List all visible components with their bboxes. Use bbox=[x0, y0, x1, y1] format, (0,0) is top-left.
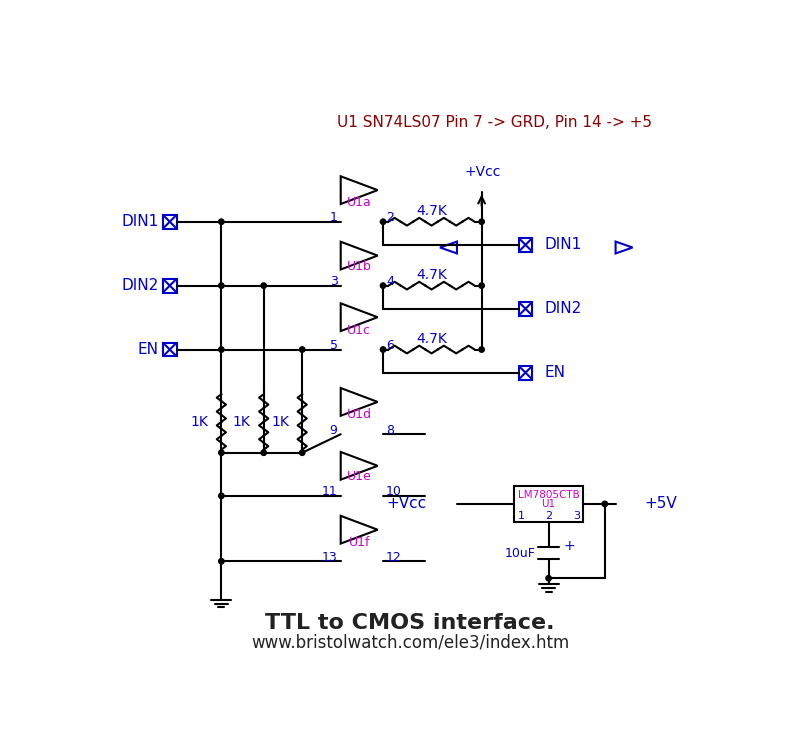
Circle shape bbox=[380, 347, 386, 352]
Text: U1 SN74LS07 Pin 7 -> GRD, Pin 14 -> +5: U1 SN74LS07 Pin 7 -> GRD, Pin 14 -> +5 bbox=[337, 115, 652, 130]
Circle shape bbox=[218, 450, 224, 455]
Text: 2: 2 bbox=[386, 211, 394, 225]
Circle shape bbox=[218, 219, 224, 225]
Text: U1f: U1f bbox=[349, 536, 370, 548]
Text: EN: EN bbox=[138, 342, 159, 357]
Bar bbox=[518, 238, 533, 251]
Text: 3: 3 bbox=[573, 511, 580, 521]
Text: 3: 3 bbox=[330, 275, 338, 288]
Text: TTL to CMOS interface.: TTL to CMOS interface. bbox=[266, 613, 554, 633]
Text: 5: 5 bbox=[330, 339, 338, 352]
Text: +Vcc: +Vcc bbox=[464, 165, 501, 179]
Bar bbox=[518, 366, 533, 379]
Text: 1: 1 bbox=[330, 211, 338, 225]
Text: +Vcc: +Vcc bbox=[387, 496, 427, 511]
Text: 1K: 1K bbox=[233, 415, 250, 429]
Circle shape bbox=[602, 501, 607, 507]
Text: 2: 2 bbox=[545, 511, 552, 521]
Circle shape bbox=[479, 219, 484, 225]
Text: +5V: +5V bbox=[645, 496, 678, 511]
Text: 1: 1 bbox=[518, 511, 524, 521]
Text: 4.7K: 4.7K bbox=[416, 332, 447, 346]
Text: DIN2: DIN2 bbox=[545, 301, 582, 316]
Circle shape bbox=[261, 450, 266, 455]
Text: 1K: 1K bbox=[271, 415, 289, 429]
Text: EN: EN bbox=[545, 365, 566, 380]
Circle shape bbox=[299, 347, 305, 352]
Bar bbox=[514, 486, 583, 522]
Bar bbox=[518, 302, 533, 315]
Circle shape bbox=[546, 576, 551, 581]
Text: LM7805CTB: LM7805CTB bbox=[518, 490, 579, 500]
Circle shape bbox=[261, 283, 266, 289]
Circle shape bbox=[218, 493, 224, 498]
Text: 10: 10 bbox=[386, 486, 402, 498]
Text: www.bristolwatch.com/ele3/index.htm: www.bristolwatch.com/ele3/index.htm bbox=[251, 633, 569, 651]
Text: U1d: U1d bbox=[346, 408, 372, 422]
Text: DIN1: DIN1 bbox=[545, 237, 582, 252]
Circle shape bbox=[380, 219, 386, 225]
Bar bbox=[163, 215, 177, 228]
Text: 11: 11 bbox=[322, 486, 338, 498]
Text: 4.7K: 4.7K bbox=[416, 204, 447, 218]
Circle shape bbox=[218, 559, 224, 564]
Text: 4.7K: 4.7K bbox=[416, 268, 447, 282]
Bar bbox=[163, 279, 177, 292]
Circle shape bbox=[299, 450, 305, 455]
Text: +: + bbox=[563, 539, 575, 553]
Circle shape bbox=[479, 347, 484, 352]
Circle shape bbox=[479, 283, 484, 289]
Text: 4: 4 bbox=[386, 275, 394, 288]
Text: U1b: U1b bbox=[346, 260, 372, 273]
Text: U1: U1 bbox=[542, 498, 556, 509]
Text: DIN2: DIN2 bbox=[122, 278, 159, 293]
Text: 12: 12 bbox=[386, 551, 402, 564]
Bar bbox=[163, 342, 177, 356]
Text: U1a: U1a bbox=[347, 196, 371, 209]
Text: U1c: U1c bbox=[347, 324, 371, 337]
Circle shape bbox=[218, 283, 224, 289]
Text: 10uF: 10uF bbox=[505, 547, 535, 559]
Text: 9: 9 bbox=[330, 424, 338, 437]
Text: 1K: 1K bbox=[190, 415, 208, 429]
Circle shape bbox=[380, 283, 386, 289]
Text: U1e: U1e bbox=[347, 470, 371, 483]
Text: DIN1: DIN1 bbox=[122, 214, 159, 229]
Text: 8: 8 bbox=[386, 424, 394, 437]
Text: 13: 13 bbox=[322, 551, 338, 564]
Text: 6: 6 bbox=[386, 339, 394, 352]
Circle shape bbox=[218, 347, 224, 352]
